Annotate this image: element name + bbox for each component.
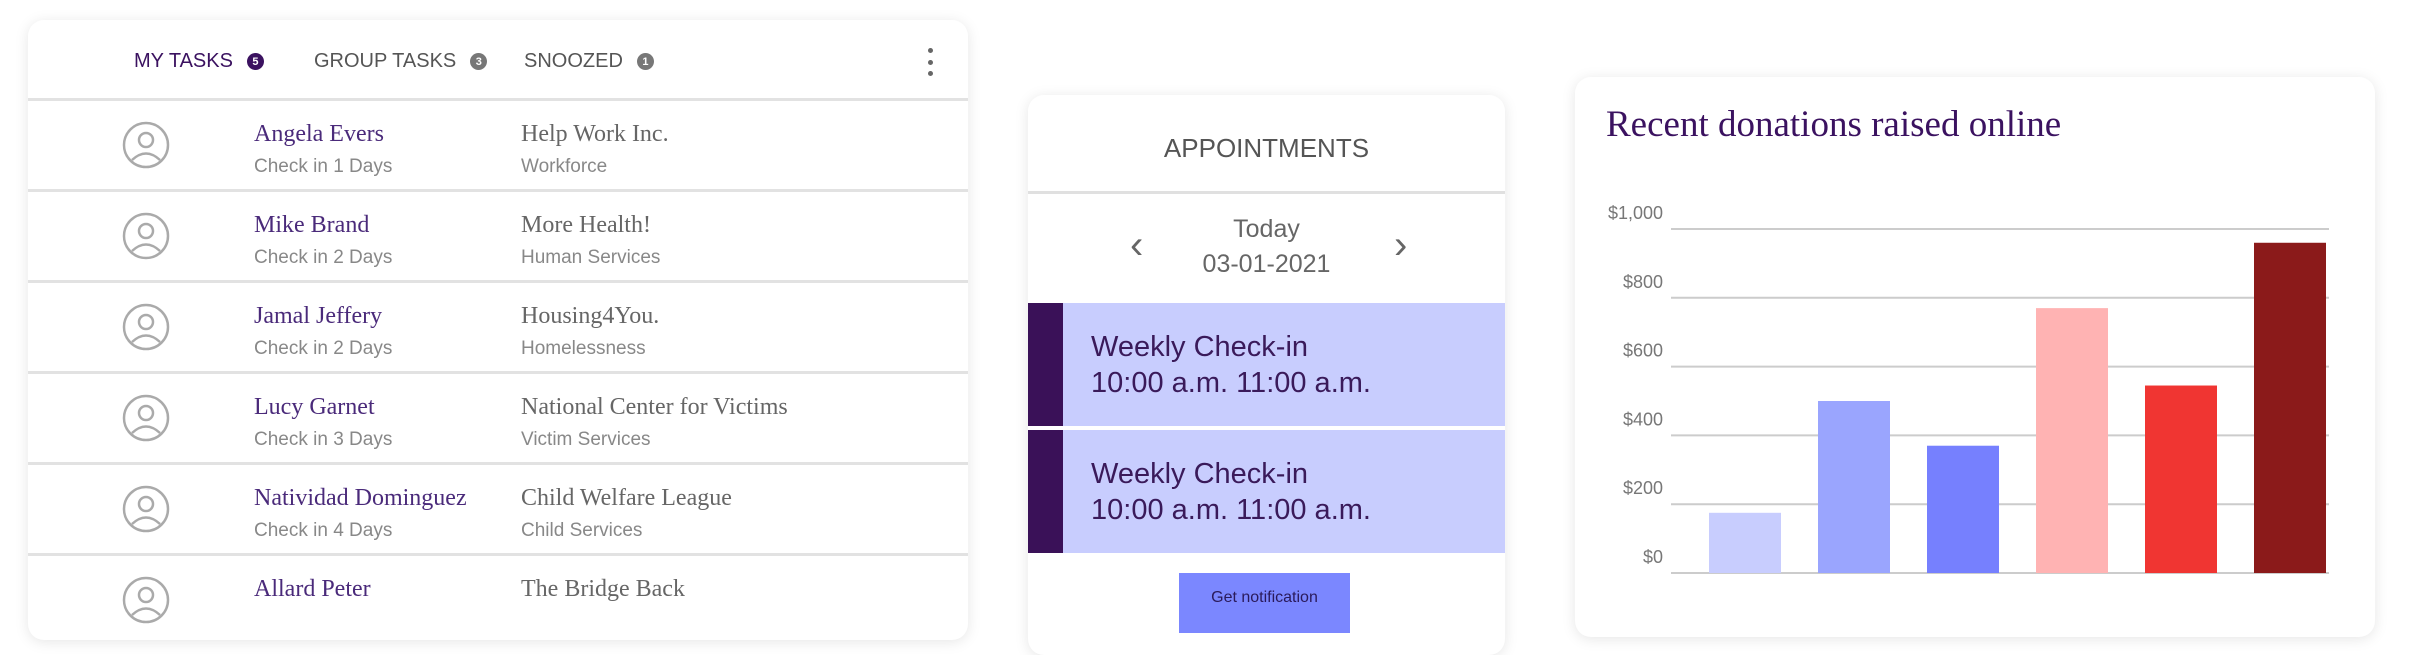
donations-chart-card: Recent donations raised online $0 $200 $40… xyxy=(1575,77,2375,637)
organization-name: Child Welfare League xyxy=(521,485,732,511)
client-name[interactable]: Mike Brand xyxy=(254,212,370,238)
task-row[interactable]: Allard Peter The Bridge Back xyxy=(28,553,968,640)
user-avatar-icon xyxy=(122,303,170,351)
appointment-time: 10:00 a.m. 11:00 a.m. xyxy=(1091,367,1371,399)
divider xyxy=(1028,191,1505,194)
tab-group-tasks[interactable]: GROUP TASKS 3 xyxy=(314,50,488,73)
tasks-card: MY TASKS 5 GROUP TASKS 3 SNOOZED 1 Angela E… xyxy=(28,20,968,640)
task-row[interactable]: Natividad Dominguez Check in 4 Days Chil… xyxy=(28,462,968,553)
appointment-item[interactable]: Weekly Check-in 10:00 a.m. 11:00 a.m. xyxy=(1028,303,1505,426)
chart-title: Recent donations raised online xyxy=(1606,104,2062,145)
bar[interactable] xyxy=(1818,401,1890,573)
organization-category: Victim Services xyxy=(521,429,651,450)
appointment-time: 10:00 a.m. 11:00 a.m. xyxy=(1091,494,1371,526)
count-badge: 1 xyxy=(636,53,654,70)
appointment-title: Weekly Check-in xyxy=(1091,331,1309,363)
organization-name: More Health! xyxy=(521,212,651,238)
client-name[interactable]: Natividad Dominguez xyxy=(254,485,467,511)
count-badge: 3 xyxy=(470,53,488,70)
organization-name: Help Work Inc. xyxy=(521,121,669,147)
client-name[interactable]: Allard Peter xyxy=(254,576,371,602)
y-tick-label: $600 xyxy=(1623,341,1663,361)
checkin-text: Check in 3 Days xyxy=(254,429,393,450)
appointment-title: Weekly Check-in xyxy=(1091,458,1309,490)
user-avatar-icon xyxy=(122,121,170,169)
chevron-left-icon[interactable]: ‹ xyxy=(1130,223,1144,267)
user-avatar-icon xyxy=(122,212,170,260)
y-tick-label: $0 xyxy=(1643,547,1663,567)
bar[interactable] xyxy=(2145,385,2217,573)
organization-category: Child Services xyxy=(521,520,643,541)
more-options-icon[interactable] xyxy=(924,48,936,76)
date-label: 03-01-2021 xyxy=(1202,250,1331,278)
appointment-item[interactable]: Weekly Check-in 10:00 a.m. 11:00 a.m. xyxy=(1028,430,1505,553)
organization-category: Homelessness xyxy=(521,338,646,359)
checkin-text: Check in 2 Days xyxy=(254,338,393,359)
organization-name: National Center for Victims xyxy=(521,394,788,420)
bar[interactable] xyxy=(2254,242,2326,573)
y-tick-label: $400 xyxy=(1623,409,1663,429)
client-name[interactable]: Lucy Garnet xyxy=(254,394,375,420)
accent-bar xyxy=(1028,303,1063,426)
y-tick-label: $1,000 xyxy=(1608,203,1663,223)
client-name[interactable]: Jamal Jeffery xyxy=(254,303,383,329)
task-row[interactable]: Jamal Jeffery Check in 2 Days Housing4Yo… xyxy=(28,280,968,371)
checkin-text: Check in 1 Days xyxy=(254,156,393,177)
appointments-card: APPOINTMENTS ‹ Today 03-01-2021 › Weekly… xyxy=(1028,95,1505,655)
organization-category: Workforce xyxy=(521,156,608,177)
checkin-text: Check in 4 Days xyxy=(254,520,393,541)
tab-label: GROUP TASKS xyxy=(314,50,457,72)
tab-label: SNOOZED xyxy=(524,50,623,72)
task-row[interactable]: Lucy Garnet Check in 3 Days National Cen… xyxy=(28,371,968,462)
task-row[interactable]: Mike Brand Check in 2 Days More Health! … xyxy=(28,189,968,280)
bar[interactable] xyxy=(1709,512,1781,573)
appointments-title: APPOINTMENTS xyxy=(1163,133,1370,163)
bar[interactable] xyxy=(2036,308,2108,573)
user-avatar-icon xyxy=(122,576,170,624)
y-tick-label: $200 xyxy=(1623,478,1663,498)
bar-chart: $0 $200 $400 $600 $800 $1,000 xyxy=(1608,203,2329,574)
user-avatar-icon xyxy=(122,394,170,442)
chevron-right-icon[interactable]: › xyxy=(1394,223,1408,267)
day-label: Today xyxy=(1233,215,1300,243)
accent-bar xyxy=(1028,430,1063,553)
bar[interactable] xyxy=(1927,445,1999,573)
client-name[interactable]: Angela Evers xyxy=(254,121,384,147)
organization-name: Housing4You. xyxy=(521,303,660,329)
task-row[interactable]: Angela Evers Check in 1 Days Help Work I… xyxy=(28,98,968,189)
organization-category: Human Services xyxy=(521,247,661,268)
y-tick-label: $800 xyxy=(1623,272,1663,292)
tab-my-tasks[interactable]: MY TASKS 5 xyxy=(134,50,264,73)
organization-name: The Bridge Back xyxy=(521,576,685,602)
checkin-text: Check in 2 Days xyxy=(254,247,393,268)
tab-snoozed[interactable]: SNOOZED 1 xyxy=(524,50,654,73)
count-badge: 5 xyxy=(246,53,264,70)
tab-label: MY TASKS xyxy=(134,50,233,72)
user-avatar-icon xyxy=(122,485,170,533)
get-notification-button[interactable]: Get notification xyxy=(1179,573,1350,633)
